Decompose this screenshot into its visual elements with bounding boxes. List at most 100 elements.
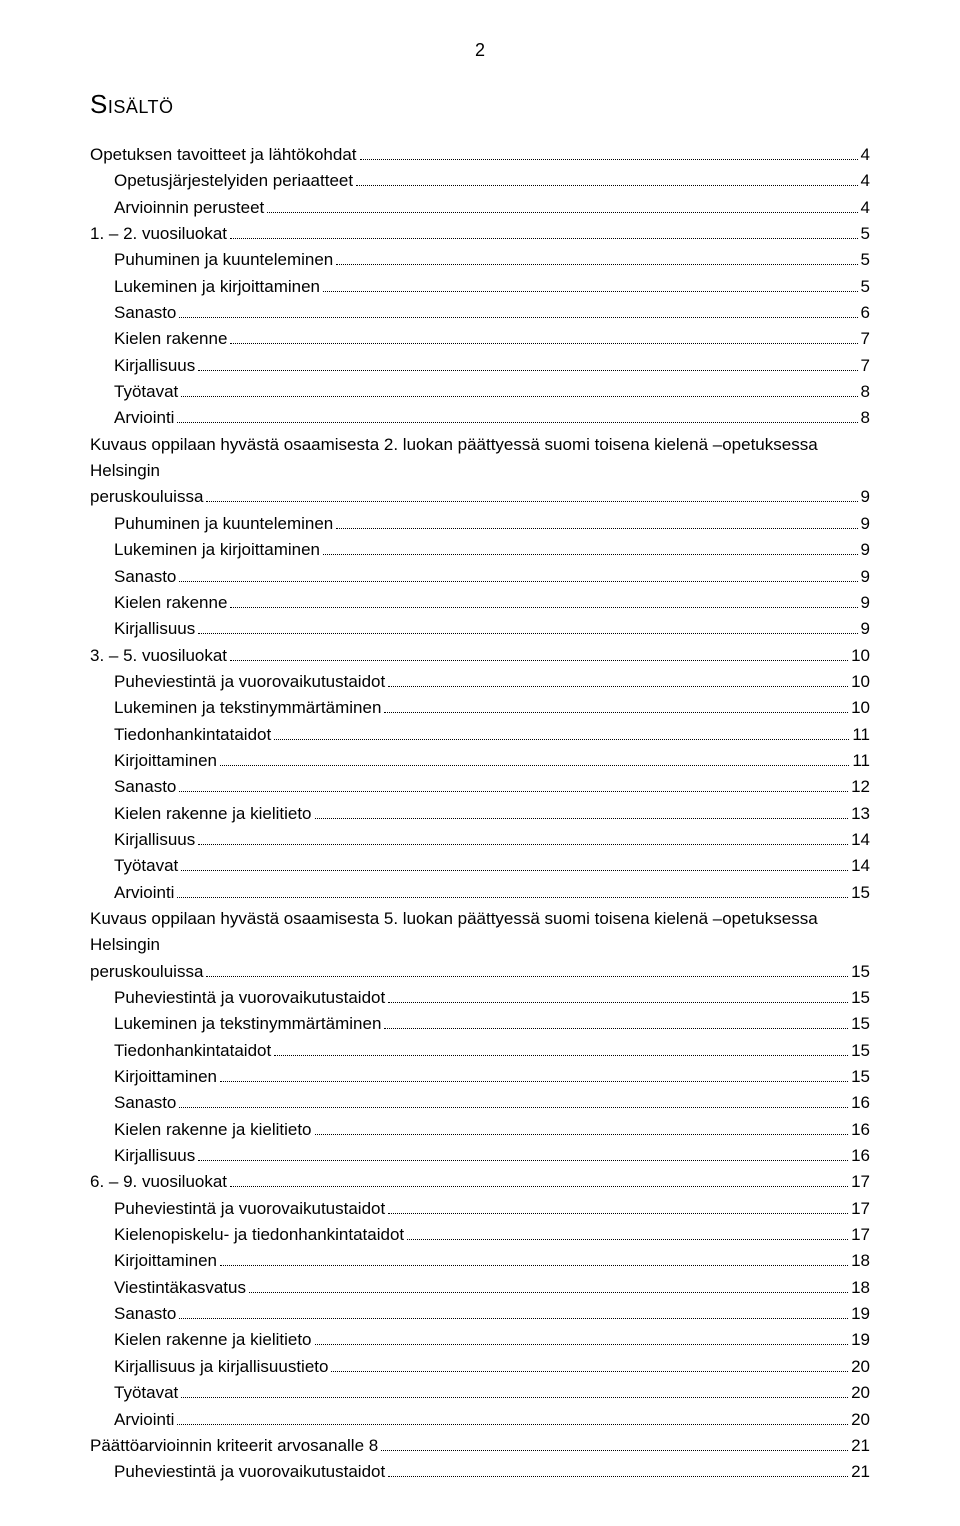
toc-entry: Sanasto16 — [90, 1090, 870, 1116]
toc-leader — [356, 172, 857, 187]
toc-leader — [315, 1120, 849, 1135]
toc-entry: Arviointi15 — [90, 880, 870, 906]
toc-leader — [230, 646, 848, 661]
toc-label: Työtavat — [114, 853, 178, 879]
toc-page: 19 — [851, 1327, 870, 1353]
toc-leader — [267, 198, 857, 213]
toc-page: 16 — [851, 1090, 870, 1116]
toc-label: Sanasto — [114, 774, 176, 800]
toc-entry: Kirjallisuus16 — [90, 1143, 870, 1169]
toc-label: Puhuminen ja kuunteleminen — [114, 511, 333, 537]
toc-page: 4 — [861, 168, 870, 194]
toc-leader — [315, 1331, 849, 1346]
toc-label: peruskouluissa — [90, 484, 203, 510]
toc-entry: Sanasto12 — [90, 774, 870, 800]
toc-page: 21 — [851, 1433, 870, 1459]
toc-page: 15 — [851, 1038, 870, 1064]
toc-page: 5 — [861, 274, 870, 300]
toc-label: Kirjoittaminen — [114, 748, 217, 774]
toc-label: Kirjoittaminen — [114, 1248, 217, 1274]
toc-label: Kirjallisuus — [114, 353, 195, 379]
toc-entry: Kirjoittaminen15 — [90, 1064, 870, 1090]
toc-leader — [179, 1094, 848, 1109]
toc-leader — [388, 1199, 848, 1214]
toc-page: 17 — [851, 1169, 870, 1195]
toc-entry: Päättöarvioinnin kriteerit arvosanalle 8… — [90, 1433, 870, 1459]
toc-label: Tiedonhankintataidot — [114, 1038, 271, 1064]
toc-entry: Puheviestintä ja vuorovaikutustaidot10 — [90, 669, 870, 695]
toc-entry: Työtavat20 — [90, 1380, 870, 1406]
toc-page: 9 — [861, 511, 870, 537]
toc-page: 9 — [861, 616, 870, 642]
toc-leader — [384, 1015, 848, 1030]
toc-leader — [323, 541, 858, 556]
toc-page: 15 — [851, 1011, 870, 1037]
toc-page: 15 — [851, 985, 870, 1011]
toc-entry: Lukeminen ja kirjoittaminen5 — [90, 274, 870, 300]
toc-entry: Arviointi8 — [90, 405, 870, 431]
toc-entry: Työtavat14 — [90, 853, 870, 879]
toc-label: Kirjallisuus — [114, 1143, 195, 1169]
toc-page: 20 — [851, 1407, 870, 1433]
toc-leader — [177, 1410, 848, 1425]
toc-label: Puheviestintä ja vuorovaikutustaidot — [114, 1196, 385, 1222]
toc-label: Kielen rakenne ja kielitieto — [114, 801, 312, 827]
toc-leader — [220, 751, 849, 766]
toc-label: Arviointi — [114, 880, 174, 906]
toc-entry: Puhuminen ja kuunteleminen 9 — [90, 511, 870, 537]
toc-label: Päättöarvioinnin kriteerit arvosanalle 8 — [90, 1433, 378, 1459]
toc-entry: 6. – 9. vuosiluokat 17 — [90, 1169, 870, 1195]
toc-entry: Opetusjärjestelyiden periaatteet 4 — [90, 168, 870, 194]
toc-leader — [206, 488, 857, 503]
toc-page: 9 — [861, 484, 870, 510]
toc-leader — [220, 1252, 848, 1267]
toc-entry: 3. – 5. vuosiluokat10 — [90, 643, 870, 669]
table-of-contents: Opetuksen tavoitteet ja lähtökohdat4Opet… — [90, 142, 870, 1486]
toc-leader — [331, 1357, 848, 1372]
toc-label: Lukeminen ja kirjoittaminen — [114, 537, 320, 563]
toc-page: 21 — [851, 1459, 870, 1485]
toc-entry: Opetuksen tavoitteet ja lähtökohdat4 — [90, 142, 870, 168]
toc-leader — [384, 699, 848, 714]
toc-label: Kirjallisuus — [114, 827, 195, 853]
toc-page: 17 — [851, 1196, 870, 1222]
toc-entry: Sanasto9 — [90, 564, 870, 590]
toc-leader — [274, 725, 849, 740]
toc-label: Työtavat — [114, 379, 178, 405]
toc-leader — [230, 330, 857, 345]
toc-label: Lukeminen ja tekstinymmärtäminen — [114, 1011, 381, 1037]
toc-label: Kuvaus oppilaan hyvästä osaamisesta 2. l… — [90, 432, 870, 485]
toc-page: 20 — [851, 1380, 870, 1406]
toc-page: 15 — [851, 959, 870, 985]
toc-entry: Kielen rakenne ja kielitieto13 — [90, 801, 870, 827]
toc-entry: Puheviestintä ja vuorovaikutustaidot 17 — [90, 1196, 870, 1222]
toc-label: Opetusjärjestelyiden periaatteet — [114, 168, 353, 194]
toc-page: 5 — [861, 247, 870, 273]
toc-label: Kirjallisuus ja kirjallisuustieto — [114, 1354, 328, 1380]
toc-label: 3. – 5. vuosiluokat — [90, 643, 227, 669]
toc-leader — [198, 1146, 848, 1161]
toc-leader — [220, 1067, 848, 1082]
toc-leader — [198, 620, 857, 635]
toc-entry: Arviointi20 — [90, 1407, 870, 1433]
toc-entry: Kuvaus oppilaan hyvästä osaamisesta 5. l… — [90, 906, 870, 985]
toc-page: 9 — [861, 564, 870, 590]
toc-label: Puheviestintä ja vuorovaikutustaidot — [114, 669, 385, 695]
toc-leader — [181, 1384, 848, 1399]
toc-leader — [360, 145, 858, 160]
toc-label: 1. – 2. vuosiluokat — [90, 221, 227, 247]
toc-label: 6. – 9. vuosiluokat — [90, 1169, 227, 1195]
toc-entry: Kirjallisuus9 — [90, 616, 870, 642]
toc-label: Kielen rakenne ja kielitieto — [114, 1117, 312, 1143]
toc-entry: Tiedonhankintataidot 15 — [90, 1038, 870, 1064]
toc-page: 7 — [861, 326, 870, 352]
toc-entry: Lukeminen ja tekstinymmärtäminen10 — [90, 695, 870, 721]
toc-leader — [274, 1041, 848, 1056]
toc-entry: Lukeminen ja tekstinymmärtäminen 15 — [90, 1011, 870, 1037]
toc-leader — [407, 1226, 848, 1241]
toc-entry: Kielen rakenne7 — [90, 326, 870, 352]
toc-entry: Lukeminen ja kirjoittaminen9 — [90, 537, 870, 563]
toc-leader — [388, 672, 848, 687]
toc-entry: Sanasto19 — [90, 1301, 870, 1327]
toc-label: Kuvaus oppilaan hyvästä osaamisesta 5. l… — [90, 906, 870, 959]
